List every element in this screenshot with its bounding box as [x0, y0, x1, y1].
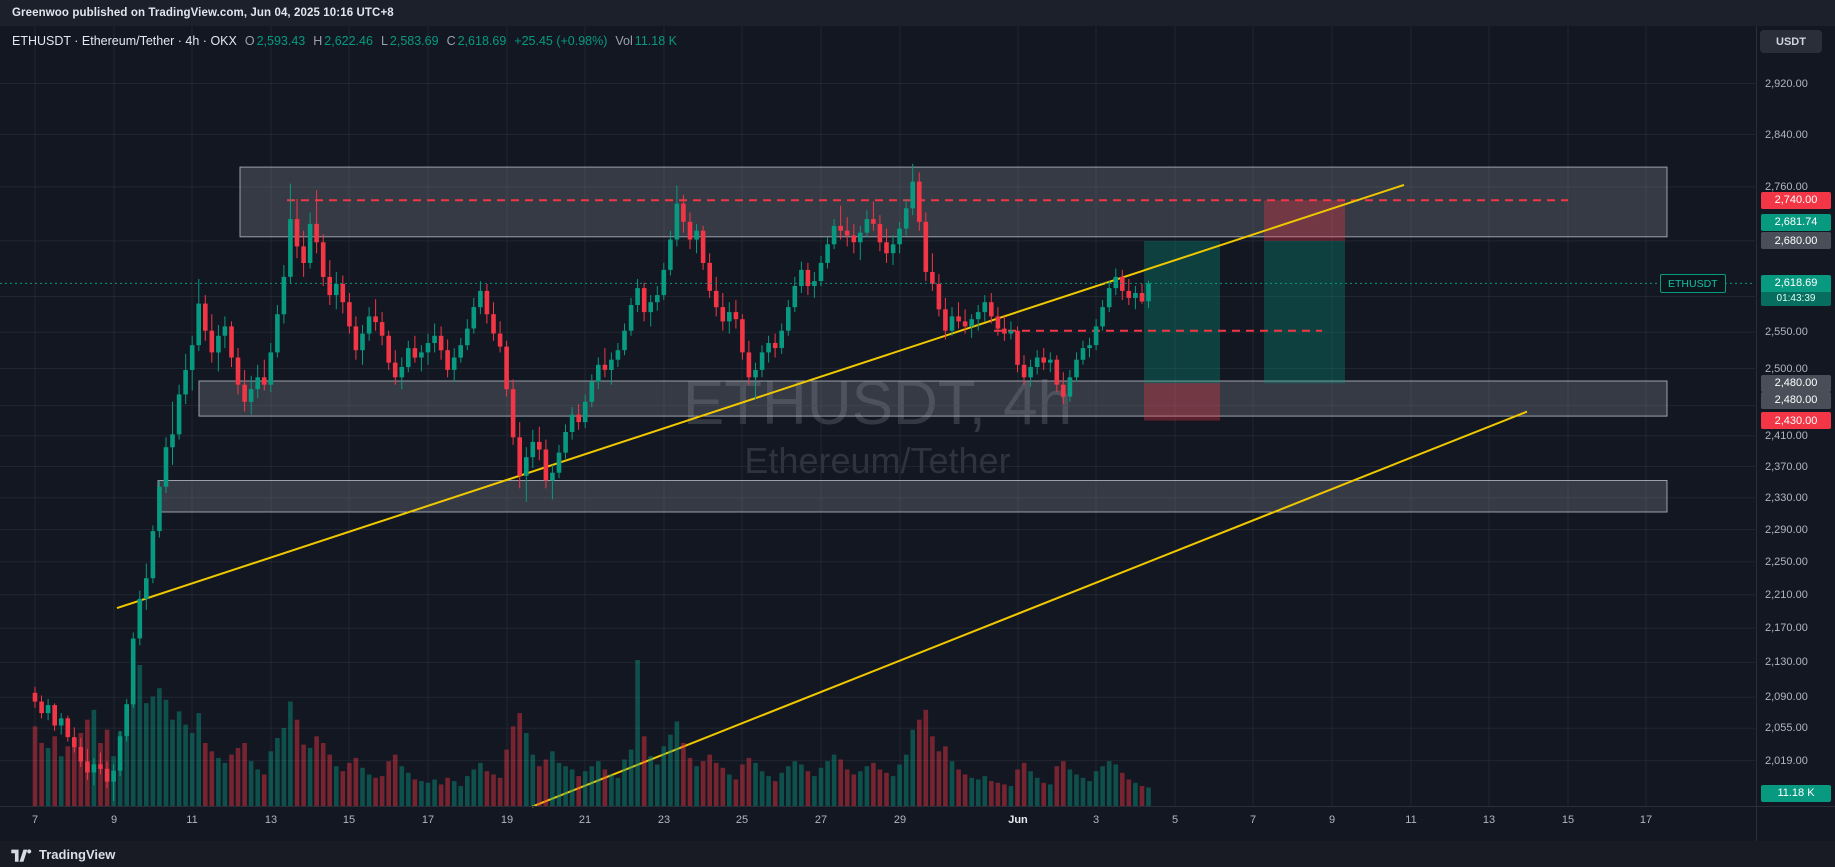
bar-countdown: 01:43:39: [1761, 291, 1831, 306]
time-axis-label: Jun: [1008, 814, 1028, 826]
trendline[interactable]: [531, 410, 1528, 808]
price-axis-badge: 11.18 K: [1761, 784, 1831, 802]
supply-demand-zones[interactable]: [157, 166, 1668, 513]
price-axis-label: 2,170.00: [1765, 622, 1808, 635]
price-axis-badge: 2,740.00: [1761, 191, 1831, 209]
price-axis[interactable]: 2,618.69 01:43:39 2,920.00 2,840.00 2,760.…: [1756, 26, 1835, 841]
position-box-loss[interactable]: [1144, 383, 1220, 421]
time-axis-label: 7: [1249, 814, 1257, 826]
time-axis-label: 11: [1405, 814, 1417, 826]
time-axis-label: 19: [500, 814, 514, 826]
price-line-symbol-label: ETHUSDT: [1660, 274, 1726, 294]
price-axis-label: 2,250.00: [1765, 555, 1808, 568]
price-axis-label: 2,130.00: [1765, 656, 1808, 669]
price-axis-badge: 2,480.00: [1761, 391, 1831, 409]
position-box-loss[interactable]: [1264, 200, 1345, 241]
price-axis-label: 2,550.00: [1765, 326, 1808, 339]
price-axis-badge: 2,681.74: [1761, 213, 1831, 231]
time-axis-label: 13: [264, 814, 278, 826]
time-axis-label: 17: [1639, 814, 1653, 826]
position-boxes[interactable]: [1144, 200, 1345, 421]
time-axis-label: 9: [1328, 814, 1336, 826]
current-price-badge: 2,618.69 01:43:39: [1761, 274, 1831, 306]
time-axis-label: 27: [814, 814, 828, 826]
publish-text: Greenwoo published on TradingView.com, J…: [12, 7, 394, 19]
trendlines[interactable]: [116, 183, 1528, 808]
tradingview-logo-icon[interactable]: [10, 846, 32, 863]
price-axis-label: 2,370.00: [1765, 460, 1808, 473]
time-axis-label: 15: [342, 814, 356, 826]
price-axis-badge: 2,480.00: [1761, 374, 1831, 392]
price-axis-label: 2,840.00: [1765, 128, 1808, 141]
zone-rect[interactable]: [157, 480, 1668, 513]
ohlc-high: H 2,622.46: [313, 34, 373, 48]
bottom-bar: TradingView: [0, 841, 1835, 867]
price-axis-label: 2,090.00: [1765, 691, 1808, 704]
time-axis-label: 23: [657, 814, 671, 826]
time-axis-label: 13: [1482, 814, 1496, 826]
publish-bar: Greenwoo published on TradingView.com, J…: [0, 0, 1835, 26]
symbol-title[interactable]: ETHUSDT · Ethereum/Tether · 4h · OKX: [12, 34, 237, 48]
time-axis-label: 3: [1092, 814, 1100, 826]
position-box-profit[interactable]: [1144, 240, 1220, 384]
price-axis-label: 2,290.00: [1765, 523, 1808, 536]
position-box-profit[interactable]: [1264, 240, 1345, 384]
volume-layer: [32, 660, 1151, 807]
price-axis-label: 2,210.00: [1765, 588, 1808, 601]
candles-layer: [32, 163, 1151, 802]
ohlc-open: O 2,593.43: [244, 34, 306, 48]
time-axis-label: 25: [735, 814, 749, 826]
price-axis-label: 2,500.00: [1765, 362, 1808, 375]
zone-rect[interactable]: [198, 380, 1668, 417]
time-axis[interactable]: 7 9 11 13 15 17 19 21 23 25 27 29 Jun 3 5 7 9 11 13 15 17: [0, 806, 1835, 842]
volume-readout: Vol 11.18 K: [615, 34, 677, 48]
time-axis-label: 5: [1171, 814, 1179, 826]
price-axis-label: 2,410.00: [1765, 429, 1808, 442]
time-axis-label: 29: [893, 814, 907, 826]
symbol-info-bar: ETHUSDT · Ethereum/Tether · 4h · OKX O 2…: [12, 31, 677, 51]
grid-layer: [0, 26, 1755, 806]
price-axis-label: 2,920.00: [1765, 77, 1808, 90]
time-axis-label: 9: [110, 814, 118, 826]
time-axis-label: 17: [421, 814, 435, 826]
price-change: +25.45 (+0.98%): [514, 34, 608, 48]
tradingview-brand[interactable]: TradingView: [39, 846, 116, 862]
time-axis-label: 11: [186, 814, 198, 826]
time-axis-label: 7: [31, 814, 39, 826]
time-axis-label: 21: [578, 814, 592, 826]
trendline[interactable]: [116, 183, 1405, 610]
time-axis-label: 15: [1561, 814, 1575, 826]
price-axis-label: 2,760.00: [1765, 180, 1808, 193]
ohlc-low: L 2,583.69: [380, 34, 439, 48]
ohlc-close: C 2,618.69: [446, 34, 507, 48]
current-price-value: 2,618.69: [1761, 274, 1831, 292]
price-axis-label: 2,019.00: [1765, 754, 1808, 767]
price-axis-label: 2,330.00: [1765, 491, 1808, 504]
currency-toggle-button[interactable]: USDT: [1760, 30, 1822, 53]
price-axis-label: 2,055.00: [1765, 722, 1808, 735]
price-axis-badge: 2,430.00: [1761, 412, 1831, 430]
zone-rect[interactable]: [239, 166, 1668, 238]
price-axis-badge: 2,680.00: [1761, 232, 1831, 250]
